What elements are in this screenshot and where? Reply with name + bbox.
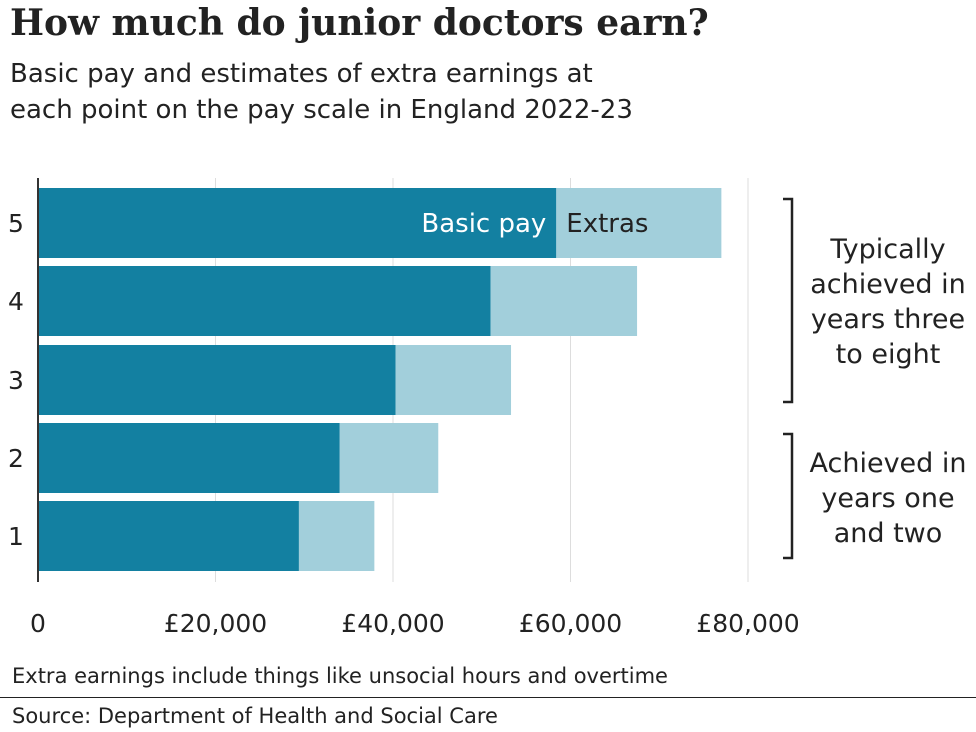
bracket-label-line: years three (810, 304, 966, 335)
bar-extras (490, 266, 638, 336)
chart-subtitle: Basic pay and estimates of extra earning… (10, 56, 633, 128)
brackets (783, 197, 794, 560)
bar-extras (395, 345, 512, 415)
bracket-label-line: and two (833, 518, 943, 549)
x-tick-label: 0 (30, 609, 46, 638)
bar-basic-pay (38, 501, 299, 571)
x-tick-label: £60,000 (519, 609, 622, 638)
bar-chart: Basic pay Extras 0 £20,000 £40,000 £60,000 £8… (8, 178, 800, 638)
divider (0, 697, 976, 698)
bar-extras (339, 423, 439, 493)
axes: 0 £20,000 £40,000 £60,000 £80,000 5 4 3 2 1 (8, 178, 800, 638)
bracket-label-line: Typically (830, 234, 946, 265)
series-label-extras: Extras (566, 209, 648, 239)
footnote: Extra earnings include things like unsoc… (12, 664, 668, 688)
bar-extras (556, 188, 722, 258)
x-tick-label: £80,000 (696, 609, 799, 638)
x-tick-label: £20,000 (164, 609, 267, 638)
bracket (783, 432, 794, 560)
bar-basic-pay (38, 266, 491, 336)
bracket-label-line: to eight (835, 339, 941, 370)
y-tick-label: 1 (8, 522, 24, 551)
y-tick-label: 2 (8, 444, 24, 473)
series-label-basic-pay: Basic pay (421, 209, 546, 239)
bar-extras (298, 501, 375, 571)
bracket-label-line: achieved in (810, 269, 966, 300)
y-tick-label: 4 (8, 287, 24, 316)
y-tick-label: 5 (8, 209, 24, 238)
source-note: Source: Department of Health and Social … (12, 704, 498, 728)
subtitle-line-1: Basic pay and estimates of extra earning… (10, 59, 593, 89)
bar-basic-pay (38, 345, 396, 415)
bar-basic-pay (38, 423, 340, 493)
x-tick-label: £40,000 (341, 609, 444, 638)
bars: Basic pay Extras (38, 188, 722, 571)
bracket-label-line: Achieved in (809, 448, 967, 479)
bracket (783, 197, 794, 404)
chart-title: How much do junior doctors earn? (10, 2, 709, 44)
subtitle-line-2: each point on the pay scale in England 2… (10, 95, 633, 125)
bracket-label-years-three-to-eight: Typically achieved in years three to eig… (803, 232, 973, 372)
bracket-label-years-one-and-two: Achieved in years one and two (803, 446, 973, 551)
y-tick-label: 3 (8, 366, 24, 395)
bracket-label-line: years one (821, 483, 955, 514)
bar-basic-pay (38, 188, 557, 258)
